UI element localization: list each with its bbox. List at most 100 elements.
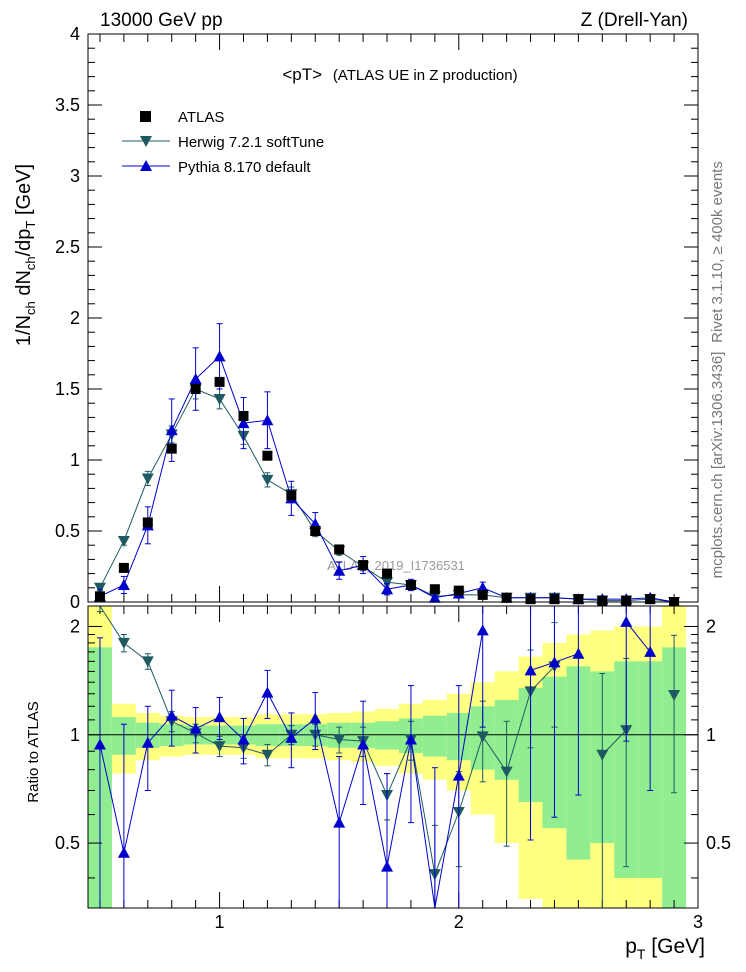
main-y-tick-label: 2 [70, 308, 80, 328]
ratio-y-tick-label-right: 1 [706, 725, 716, 745]
atlas-data-point [334, 544, 345, 555]
pythia-ratio-point [404, 733, 417, 745]
herwig-ratio-point [117, 637, 130, 649]
pythia-ratio-point [165, 709, 178, 721]
header-right-label: Z (Drell-Yan) [581, 10, 688, 31]
herwig-point [261, 474, 274, 486]
atlas-data-point [118, 562, 129, 573]
atlas-data-point [477, 589, 488, 600]
atlas-data-point [214, 376, 225, 387]
herwig-ratio-line [99, 605, 125, 644]
pythia-ratio-point [644, 645, 657, 657]
legend-herwig-marker [140, 136, 152, 147]
chart-title: <pT> (ATLAS UE in Z production) [282, 65, 517, 84]
herwig-ratio-line [482, 736, 508, 772]
pythia-ratio-line [243, 692, 268, 740]
pythia-ratio-line [123, 742, 149, 853]
pythia-ratio-point [261, 686, 274, 698]
pythia-ratio-point [333, 816, 346, 828]
main-y-tick-label: 0.5 [55, 521, 80, 541]
herwig-ratio-line [147, 661, 173, 722]
herwig-ratio-point [668, 689, 681, 701]
pythia-point [165, 424, 178, 436]
legend: ATLAS Herwig 7.2.1 softTune Pythia 8.170… [122, 109, 324, 176]
legend-pythia-label: Pythia 8.170 default [178, 159, 311, 176]
legend-atlas-label: ATLAS [178, 109, 224, 126]
ratio-x-tick-label: 3 [693, 912, 703, 932]
herwig-ratio-line [219, 745, 244, 749]
legend-atlas-marker [140, 111, 151, 122]
ratio-band-1sigma [375, 721, 399, 750]
pythia-point [261, 414, 274, 426]
atlas-data-point [310, 526, 321, 536]
ratio-y-tick-label: 0.5 [55, 833, 80, 853]
herwig-ratio-point [213, 741, 226, 753]
atlas-data-point [286, 490, 297, 501]
pythia-ratio-line [386, 739, 412, 867]
herwig-point [117, 535, 130, 547]
pythia-ratio-point [357, 738, 370, 750]
herwig-ratio-line [386, 739, 412, 796]
main-y-tick-label: 3 [70, 166, 80, 186]
pythia-ratio-line [410, 739, 436, 909]
legend-pythia-marker [140, 160, 152, 171]
herwig-ratio-line [506, 691, 532, 772]
pythia-point [428, 591, 441, 603]
ratio-panel: 1 2 3 0.5 0.5 1 1 2 2 [55, 605, 731, 932]
atlas-data-point [238, 410, 249, 421]
main-y-tick-label: 1 [70, 450, 80, 470]
pythia-ratio-point [381, 860, 394, 872]
ratio-x-tick-label: 1 [215, 912, 225, 932]
atlas-data-point [142, 517, 153, 528]
pythia-ratio-point [285, 731, 298, 743]
pythia-ratio-point [452, 769, 465, 781]
ratio-band-1sigma [422, 715, 447, 757]
herwig-ratio-line [243, 747, 268, 756]
pythia-ratio-line [362, 744, 388, 867]
atlas-data-point [405, 579, 416, 590]
pythia-ratio-line [458, 630, 484, 776]
atlas-data-point [501, 592, 512, 603]
main-y-axis-label: 1/Nch dNch/dpT [GeV] [13, 164, 38, 346]
main-data-marks [93, 323, 681, 608]
pythia-ratio-line [338, 744, 364, 823]
atlas-data-point [190, 384, 201, 394]
herwig-ratio-point [141, 656, 154, 668]
pythia-ratio-point [237, 733, 250, 745]
ratio-y-tick-label-right: 0.5 [706, 833, 731, 853]
ratio-panel-frame [87, 605, 699, 909]
pythia-point [213, 350, 226, 362]
pythia-ratio-point [93, 738, 106, 750]
pythia-point [333, 564, 346, 576]
main-panel-frame [87, 33, 699, 603]
pythia-ratio-line [625, 621, 651, 653]
herwig-point [141, 473, 154, 485]
pythia-ratio-point [213, 711, 226, 723]
herwig-ratio-line [458, 736, 484, 813]
atlas-data-point [358, 560, 369, 571]
mcplots-label: mcplots.cern.ch [arXiv:1306.3436] [709, 352, 726, 579]
pythia-ratio-point [476, 624, 489, 636]
atlas-data-point [166, 443, 177, 454]
ratio-y-tick-label: 1 [70, 725, 80, 745]
pythia-point [117, 578, 130, 590]
herwig-ratio-point [476, 731, 489, 743]
pythia-ratio-point [309, 712, 322, 724]
herwig-point [381, 577, 394, 589]
herwig-ratio-point [500, 766, 513, 778]
rivet-version-label: Rivet 3.1.10, ≥ 400k events [709, 161, 726, 343]
herwig-ratio-point [261, 749, 274, 761]
pythia-point [189, 373, 202, 385]
pythia-ratio-line [314, 718, 340, 823]
pythia-point [237, 417, 250, 429]
pythia-point [381, 583, 394, 595]
main-y-tick-label: 0 [70, 592, 80, 612]
atlas-data-point [597, 595, 608, 606]
main-panel: 0 0.5 1 1.5 2 2.5 3 3.5 4 [55, 24, 699, 612]
herwig-ratio-point [596, 749, 609, 761]
pythia-ratio-point [572, 647, 585, 659]
atlas-data-point [429, 584, 440, 595]
herwig-ratio-line [410, 739, 436, 875]
main-y-tick-label: 1.5 [55, 379, 80, 399]
